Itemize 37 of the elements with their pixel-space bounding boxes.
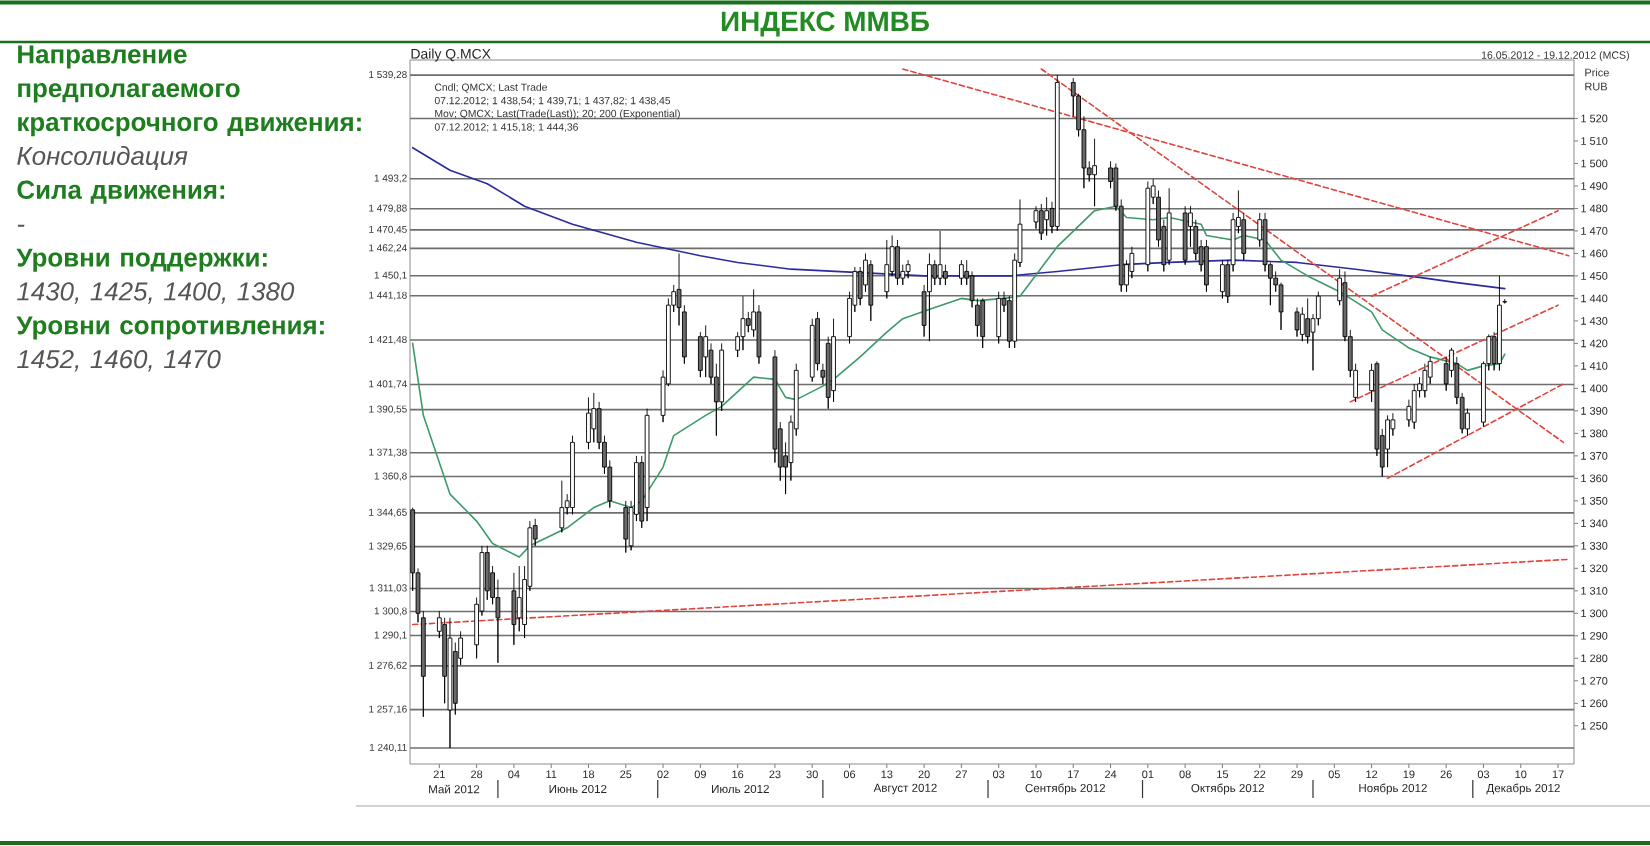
candlestick (809, 318, 815, 383)
candlestick (570, 435, 575, 515)
candlestick (1044, 196, 1049, 236)
text: Уровни поддержки: (16, 248, 267, 272)
candlestick (1220, 259, 1225, 299)
candlestick (884, 239, 890, 299)
candlestick (1299, 306, 1305, 342)
candlestick (591, 392, 597, 443)
candlestick (996, 291, 1002, 344)
candlestick (905, 259, 911, 279)
text: Направление предполагаемого краткосрочного движения: (18, 45, 361, 137)
candlestick (447, 617, 453, 749)
text: Сила движения: (17, 180, 225, 204)
candlestick (1497, 275, 1502, 371)
candlestick (1411, 383, 1417, 430)
candlestick (1166, 187, 1172, 266)
text: 1430, 1425, 1400, 1380 (17, 282, 295, 304)
candlestick (1422, 363, 1428, 398)
candlestick (959, 259, 964, 286)
text: Уровни сопротивления: (16, 316, 324, 340)
candlestick (644, 408, 650, 522)
candlestick (586, 396, 591, 450)
text: 1452, 1460, 1470 (17, 349, 221, 372)
candlestick (927, 252, 932, 342)
chart-title: ИНДЕКС ММВБ (721, 11, 929, 37)
candlestick (1145, 181, 1151, 272)
candlestick (740, 295, 746, 351)
candlestick (559, 480, 565, 533)
candlestick (703, 324, 709, 378)
text: Консолидация (17, 146, 188, 170)
line-series (411, 146, 1506, 290)
candlestick (1054, 74, 1060, 232)
text: - (17, 224, 25, 227)
line-series (411, 205, 1506, 558)
candlestick (937, 230, 943, 286)
candlestick (1092, 138, 1097, 207)
candlestick (831, 318, 836, 403)
